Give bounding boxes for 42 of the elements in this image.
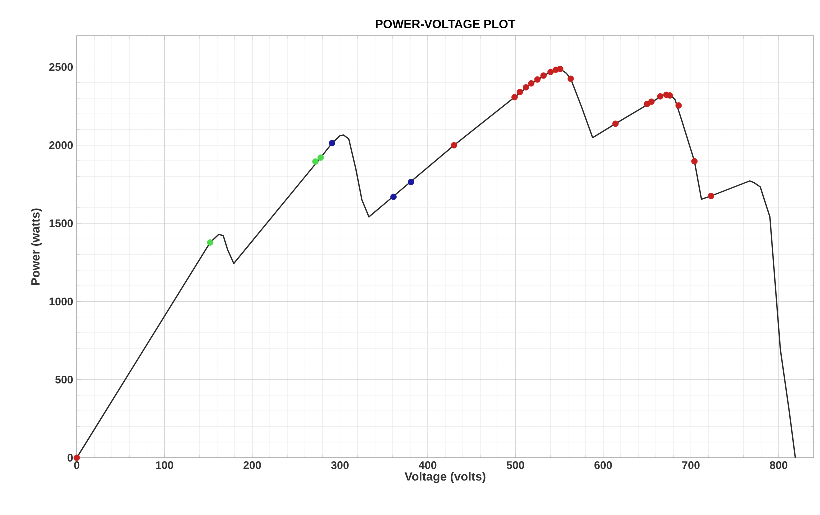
x-tick-label: 400 xyxy=(418,462,437,470)
x-tick-label: 0 xyxy=(74,462,80,470)
point xyxy=(708,193,715,200)
point xyxy=(207,240,214,246)
y-axis-title: Power (watts) xyxy=(31,208,42,286)
point xyxy=(329,140,336,147)
point xyxy=(312,158,319,165)
x-tick-label: 700 xyxy=(682,462,700,470)
x-tick-label: 500 xyxy=(506,462,524,470)
y-tick-label: 1000 xyxy=(50,298,74,306)
y-tick-label: 0 xyxy=(68,454,74,462)
point xyxy=(657,93,664,100)
point xyxy=(534,76,541,83)
point xyxy=(540,72,547,80)
x-tick-label: 600 xyxy=(594,462,612,470)
point xyxy=(318,154,324,162)
x-tick-label: 200 xyxy=(244,462,262,470)
y-tick-label: 2500 xyxy=(49,63,74,72)
y-tick-label: 1500 xyxy=(50,220,74,228)
y-tick-label: 500 xyxy=(56,376,74,384)
x-tick-label: 800 xyxy=(770,462,788,470)
point xyxy=(691,158,698,165)
point xyxy=(676,102,682,109)
point xyxy=(408,179,414,186)
point xyxy=(74,454,80,462)
point xyxy=(666,92,674,99)
point xyxy=(648,98,655,106)
point xyxy=(568,76,574,82)
x-axis-title: Voltage (volts) xyxy=(404,472,486,484)
x-tick-label: 100 xyxy=(156,462,174,470)
point xyxy=(557,66,564,72)
point xyxy=(548,69,554,76)
point xyxy=(612,120,619,128)
point xyxy=(512,94,518,101)
y-tick-label: 2000 xyxy=(49,142,74,150)
point xyxy=(528,80,535,87)
x-tick-label: 300 xyxy=(331,462,349,470)
chart-title: POWER-VOLTAGE PLOT xyxy=(376,20,516,28)
point xyxy=(390,194,397,200)
point xyxy=(516,89,524,96)
point xyxy=(451,142,458,149)
point xyxy=(523,84,530,91)
